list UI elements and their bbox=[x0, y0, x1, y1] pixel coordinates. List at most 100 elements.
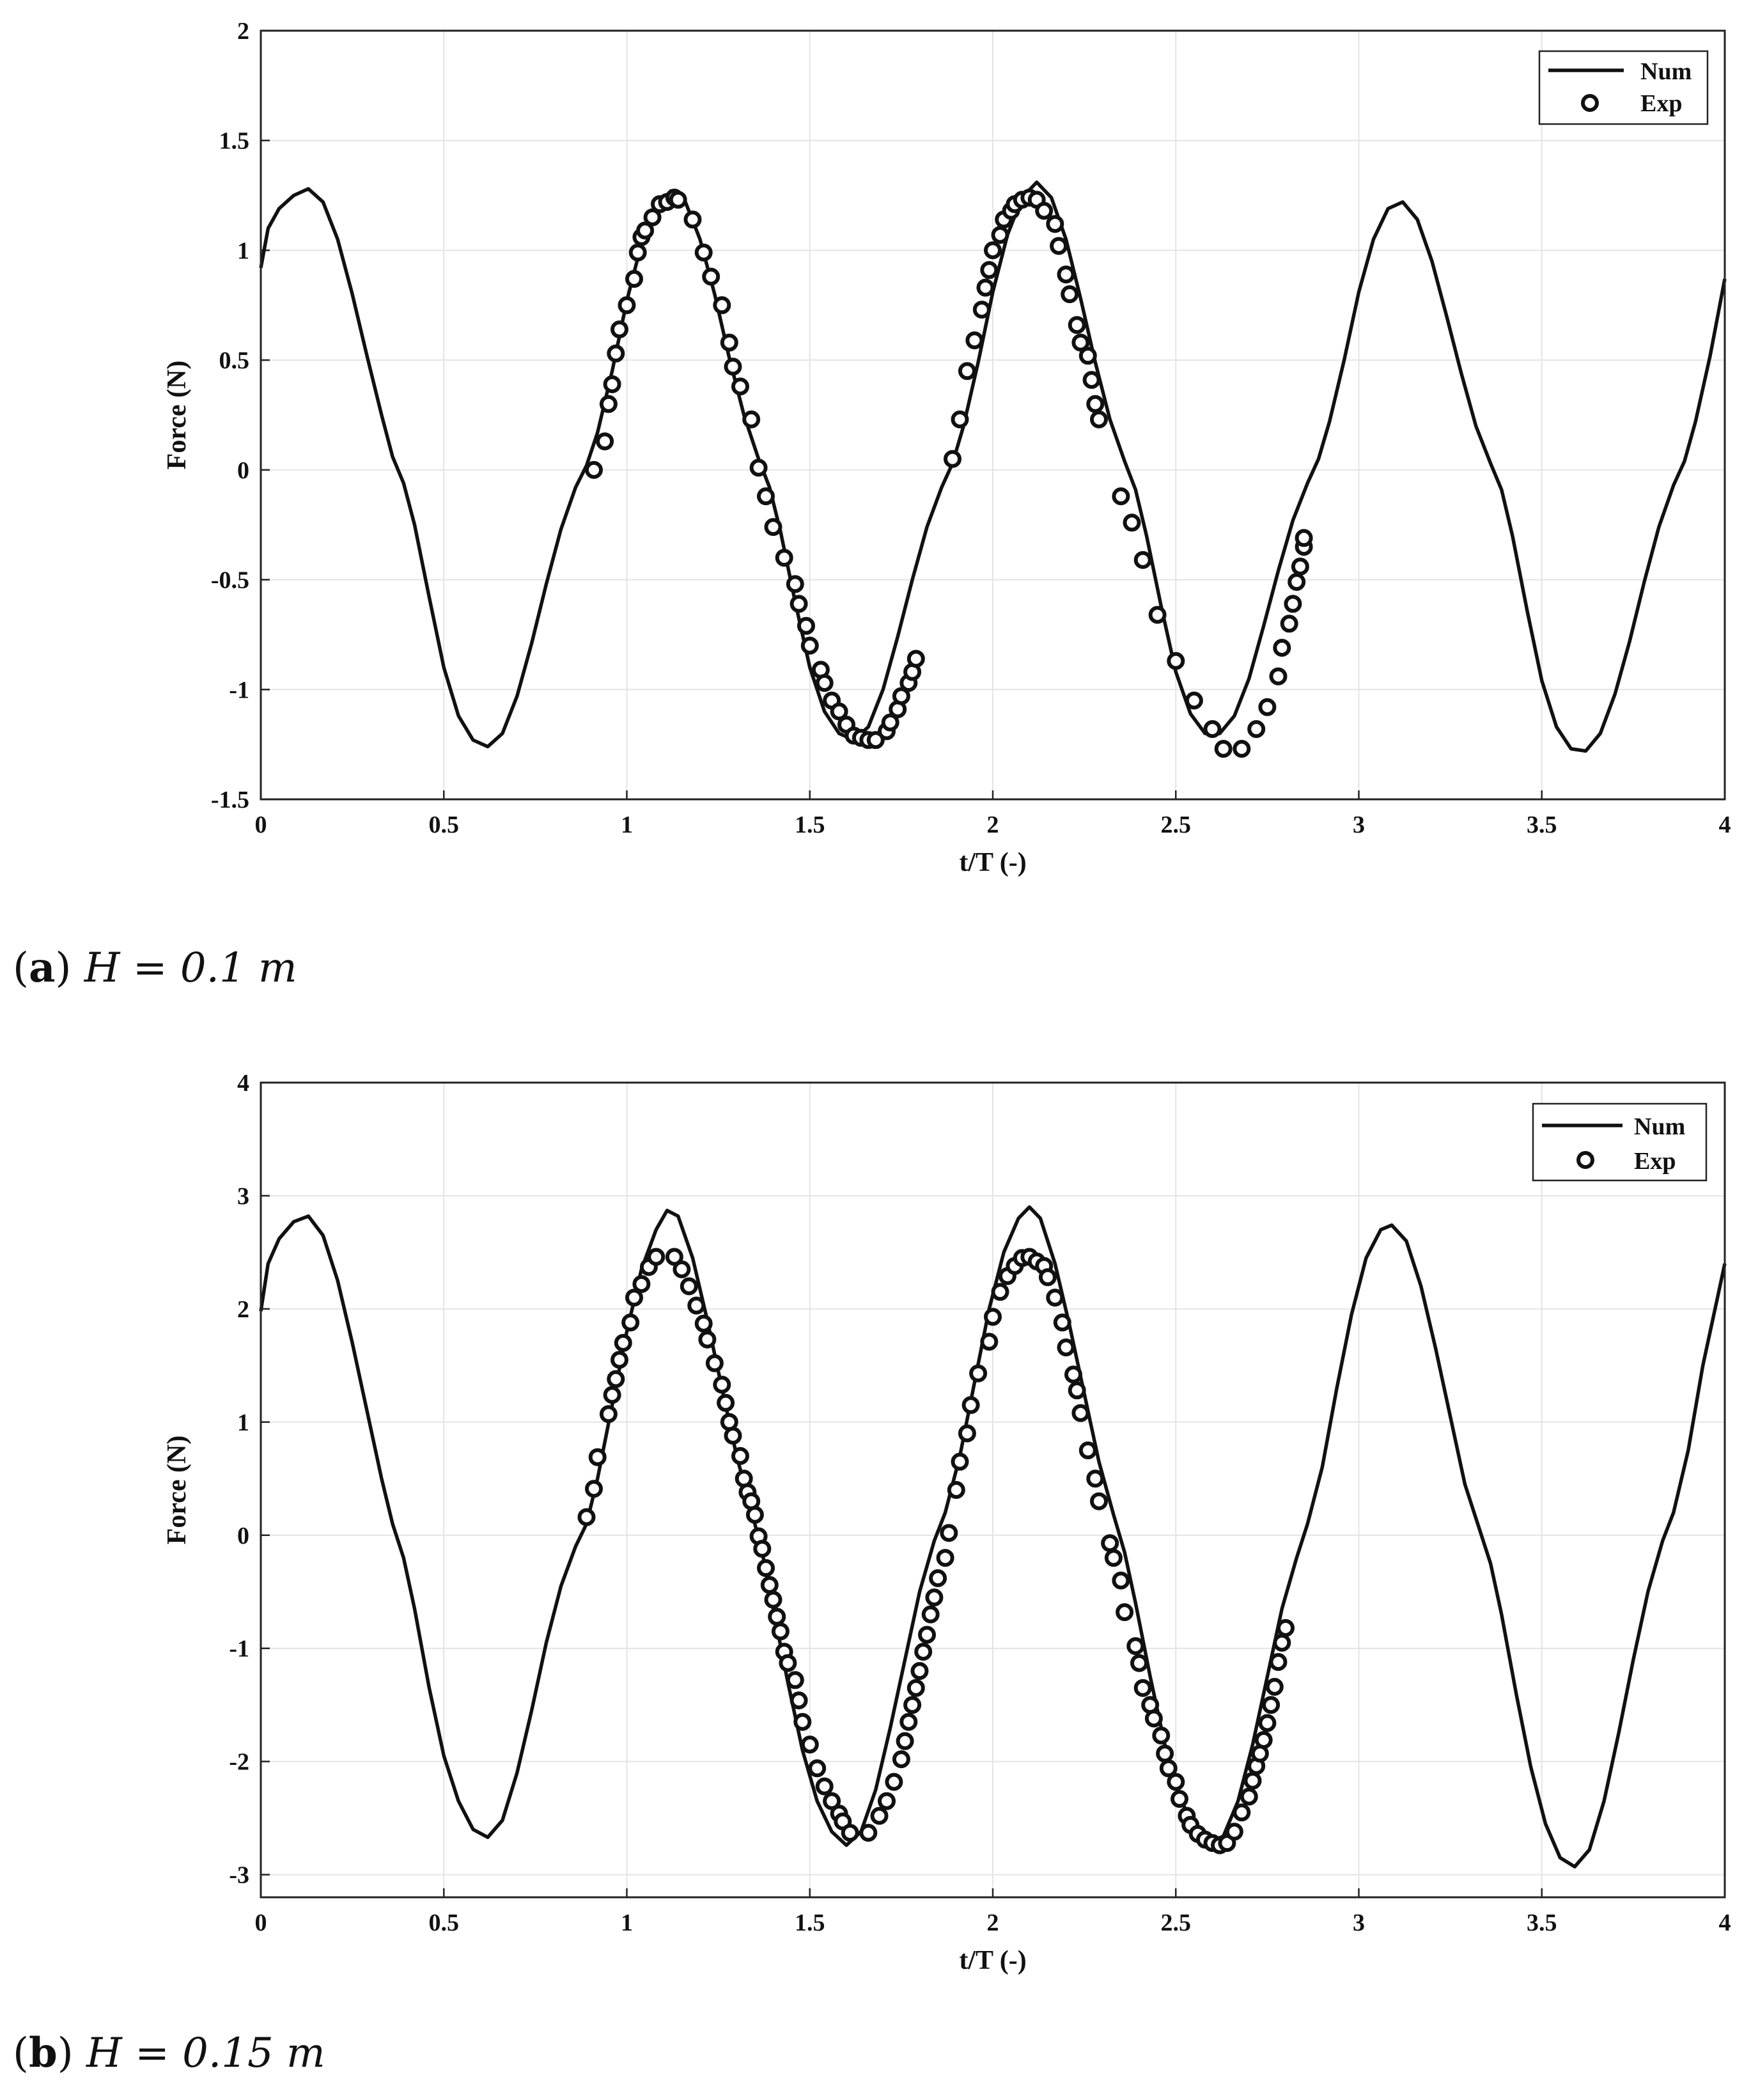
y-tick-label: -2 bbox=[229, 1749, 249, 1776]
x-tick-label: 3 bbox=[1353, 1909, 1365, 1936]
exp-point bbox=[1291, 558, 1309, 576]
x-tick-label: 1 bbox=[621, 1909, 633, 1936]
legend-box-b bbox=[1532, 1102, 1708, 1182]
exp-point bbox=[984, 1308, 1002, 1326]
caption-expr-a: H = 0.1 m bbox=[84, 944, 297, 992]
exp-point bbox=[669, 191, 687, 209]
exp-point bbox=[764, 518, 782, 537]
exp-point bbox=[1233, 740, 1251, 758]
exp-point bbox=[768, 1608, 786, 1626]
exp-point bbox=[1116, 1603, 1134, 1622]
exp-point bbox=[694, 243, 713, 262]
exp-point bbox=[757, 1559, 775, 1578]
exp-point bbox=[596, 432, 614, 451]
exp-point bbox=[632, 1275, 651, 1293]
x-tick-label: 0 bbox=[255, 1909, 267, 1936]
exp-point bbox=[621, 1313, 640, 1332]
exp-point bbox=[611, 320, 628, 339]
num-series-a bbox=[259, 180, 1727, 753]
exp-point bbox=[731, 1446, 749, 1465]
x-tick-label: 2.5 bbox=[1161, 1909, 1192, 1936]
exp-point bbox=[878, 1792, 896, 1810]
exp-point bbox=[976, 278, 995, 297]
exp-point bbox=[1071, 1404, 1090, 1422]
y-tick-label: -3 bbox=[229, 1862, 249, 1889]
exp-point bbox=[1050, 237, 1068, 255]
exp-point bbox=[1159, 1759, 1178, 1778]
exp-point bbox=[790, 1691, 808, 1710]
y-tick-label: 1 bbox=[237, 237, 249, 264]
exp-point bbox=[599, 1405, 618, 1423]
y-tick-label: -1 bbox=[229, 677, 249, 703]
y-axis-label-a: Force (N) bbox=[162, 361, 192, 470]
exp-point bbox=[1064, 1365, 1082, 1384]
exp-point bbox=[841, 1824, 859, 1842]
x-tick-label: 0 bbox=[255, 811, 267, 838]
exp-point bbox=[947, 1481, 965, 1499]
exp-point bbox=[713, 296, 731, 315]
exp-point bbox=[1090, 410, 1108, 428]
exp-point bbox=[1078, 347, 1097, 365]
exp-point bbox=[1061, 285, 1079, 304]
exp-series-a bbox=[585, 189, 1313, 758]
exp-point bbox=[779, 1654, 797, 1672]
caption-a: (a) H = 0.1 m bbox=[13, 944, 297, 992]
exp-point bbox=[815, 1777, 834, 1796]
exp-point bbox=[1273, 639, 1291, 657]
legend-num-label-a: Num bbox=[1640, 58, 1692, 85]
grid-a bbox=[260, 29, 1726, 801]
exp-point bbox=[940, 1524, 958, 1542]
exp-point bbox=[745, 1505, 764, 1524]
x-tick-label: 1.5 bbox=[795, 811, 825, 838]
exp-point bbox=[1203, 720, 1222, 739]
y-tick-label: 1.5 bbox=[219, 128, 250, 155]
x-tick-label: 3.5 bbox=[1527, 811, 1557, 838]
x-tick-label: 0.5 bbox=[429, 811, 460, 838]
exp-point bbox=[823, 1792, 841, 1810]
exp-point bbox=[866, 731, 885, 749]
exp-point bbox=[1243, 1771, 1262, 1790]
y-tick-label: 2 bbox=[237, 18, 249, 45]
exp-point bbox=[907, 650, 925, 668]
y-tick-label: 0 bbox=[237, 1523, 249, 1549]
exp-point bbox=[1068, 1381, 1086, 1400]
num-series-line bbox=[259, 180, 1727, 753]
exp-point bbox=[980, 1333, 999, 1351]
exp-point bbox=[1240, 1787, 1258, 1806]
exp-point bbox=[1273, 1633, 1291, 1652]
exp-point bbox=[647, 1248, 665, 1266]
exp-point bbox=[753, 1540, 772, 1558]
exp-point bbox=[1112, 1571, 1130, 1590]
x-axis-label-b: t/T (-) bbox=[959, 1946, 1026, 1975]
exp-point bbox=[775, 549, 793, 567]
exp-point bbox=[1038, 1268, 1057, 1287]
exp-point bbox=[991, 226, 1009, 244]
exp-point bbox=[702, 267, 720, 286]
exp-point bbox=[793, 1712, 812, 1731]
exp-point bbox=[1035, 201, 1054, 220]
exp-point bbox=[603, 375, 621, 393]
exp-point bbox=[717, 1393, 735, 1412]
exp-point bbox=[585, 460, 603, 479]
exp-point bbox=[918, 1626, 936, 1644]
exp-point bbox=[760, 1576, 779, 1594]
exp-point bbox=[958, 362, 976, 380]
x-tick-label: 3.5 bbox=[1527, 1909, 1557, 1936]
y-tick-label: 0.5 bbox=[219, 347, 250, 374]
y-tick-label: -1.5 bbox=[211, 787, 249, 813]
exp-point bbox=[1148, 606, 1167, 624]
x-tick-label: 4 bbox=[1719, 1909, 1731, 1936]
exp-point bbox=[936, 1549, 954, 1567]
x-tick-label: 3 bbox=[1353, 811, 1365, 838]
exp-point bbox=[618, 296, 636, 315]
exp-point bbox=[1284, 595, 1302, 613]
exp-point bbox=[925, 1588, 944, 1607]
y-tick-label: 2 bbox=[237, 1296, 249, 1323]
exp-point bbox=[1126, 1637, 1145, 1656]
exp-point bbox=[797, 616, 815, 635]
exp-point bbox=[1156, 1744, 1174, 1763]
legend-exp-label-a: Exp bbox=[1640, 90, 1682, 117]
x-tick-label: 1 bbox=[621, 811, 633, 838]
exp-point bbox=[1057, 265, 1075, 284]
exp-point bbox=[607, 344, 625, 363]
